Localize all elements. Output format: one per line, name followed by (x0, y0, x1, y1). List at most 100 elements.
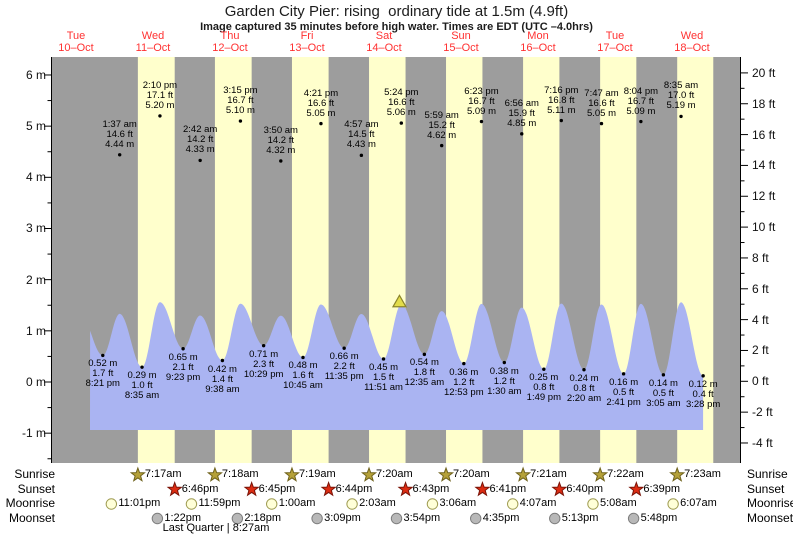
tide-point-dot (520, 132, 524, 136)
high-tide-annotation: 7:47 am 16.6 ft 5.05 m (569, 88, 633, 119)
high-tide-annotation: 4:21 pm 16.6 ft 5.05 m (289, 87, 353, 119)
day-date: 18–Oct (674, 41, 710, 54)
tide-value-line: 4:21 pm (303, 87, 339, 99)
day-name: Thu (220, 30, 240, 42)
tide-point-dot (399, 121, 404, 125)
day-name: Wed (141, 30, 165, 42)
tide-value-line: 4.62 m (427, 129, 457, 141)
sunrise-time: 7:22am (607, 468, 644, 480)
tide-value-line: 0.5 ft (613, 386, 635, 398)
tide-value-line: 1:37 am (102, 118, 137, 130)
tide-value-line: 16.7 ft (227, 95, 254, 107)
tide-value-line: 1.7 ft (92, 368, 114, 380)
moonrise-circle-icon (426, 498, 439, 510)
tide-value-line: 2:20 am (566, 392, 602, 404)
current-tide-marker (391, 294, 407, 308)
axis-label-ft: 20 ft (752, 65, 776, 80)
tide-point-dot (359, 153, 364, 158)
low-tide-annotation: 0.71 m 2.3 ft 10:29 pm (232, 349, 296, 380)
tide-value-line: 5:24 pm (384, 87, 419, 99)
tide-value-line: 0.36 m (449, 366, 479, 378)
moonrise-circle-icon (587, 498, 599, 510)
sunrise-time: 7:21am (530, 468, 567, 480)
tide-value-line: 1.4 ft (211, 373, 233, 385)
tide-value-line: 17.0 ft (667, 90, 695, 102)
sunrise-star-icon (360, 466, 378, 482)
tide-value-line: 9:38 am (205, 383, 240, 395)
tide-value-line: 0.5 ft (652, 387, 674, 399)
tide-value-line: 2:10 pm (142, 79, 178, 91)
axis-label-m: 1 m (25, 323, 46, 338)
tide-value-line: 3:50 am (263, 124, 298, 136)
tide-point-dot (198, 158, 202, 163)
day-header: Tue 17–Oct (577, 30, 653, 54)
moonrise-time: 11:01pm (118, 497, 161, 509)
tide-value-line: 7:16 pm (544, 84, 579, 96)
tide-value-line: 17.1 ft (146, 89, 174, 101)
tide-value-line: 16.6 ft (388, 97, 415, 109)
sunset-star-icon (397, 481, 414, 497)
day-name: Fri (300, 30, 314, 42)
tide-point-dot (639, 119, 643, 124)
axis-label-m: 2 m (25, 272, 46, 287)
tide-value-line: 0.45 m (368, 361, 399, 373)
tide-point-dot (342, 346, 346, 350)
day-header: Wed 11–Oct (115, 30, 191, 54)
high-tide-annotation: 8:04 pm 16.7 ft 5.09 m (609, 85, 673, 117)
tide-value-line: 1.0 ft (131, 380, 153, 392)
moonrise-time: 5:08am (599, 497, 637, 509)
sunrise-star-icon (669, 466, 686, 482)
moonset-time: 4:35pm (482, 511, 520, 524)
tide-value-line: 12:35 am (404, 377, 445, 389)
high-tide-annotation: 2:42 am 14.2 ft 4.33 m (168, 125, 232, 155)
day-date: 15–Oct (443, 41, 479, 54)
tide-value-line: 6:56 am (504, 97, 539, 109)
day-name: Sun (451, 30, 471, 42)
tide-point-dot (261, 343, 266, 348)
sunset-star-icon (320, 481, 337, 497)
day-date: 17–Oct (597, 41, 633, 54)
sunset-row-label-right: Sunset (747, 481, 785, 496)
moonrise-time: 2:03am (359, 497, 396, 509)
day-name: Sat (375, 30, 393, 42)
moon-phase-text: Last Quarter | 8:27am (162, 522, 270, 534)
high-tide-annotation: 3:15 pm 16.7 ft 5.10 m (208, 86, 272, 116)
day-header: Fri 13–Oct (269, 30, 345, 54)
tide-value-line: 0.8 ft (533, 382, 555, 394)
moonset-circle-icon (311, 512, 323, 525)
tide-point-dot (301, 355, 305, 360)
tide-value-line: 0.12 m (688, 378, 718, 390)
tide-point-dot (559, 118, 564, 123)
low-tide-annotation: 0.14 m 0.5 ft 3:05 am (631, 378, 695, 409)
sunset-star-icon (474, 481, 491, 497)
tide-point-dot (621, 372, 626, 376)
high-tide-annotation: 7:16 pm 16.8 ft 5.11 m (529, 84, 593, 116)
low-tide-annotation: 0.38 m 1.2 ft 1:30 am (472, 365, 536, 397)
tide-value-line: 8:04 pm (623, 85, 659, 97)
tide-value-line: 1.8 ft (413, 367, 435, 379)
moonset-time: 2:18pm (244, 511, 282, 524)
tide-value-line: 5.05 m (306, 107, 336, 119)
tide-value-line: 0.65 m (168, 351, 198, 363)
tide-value-line: 1:30 am (487, 385, 522, 397)
tide-value-line: 4.43 m (346, 139, 376, 151)
axis-label-m: 0 m (25, 375, 46, 389)
tide-value-line: 0.38 m (489, 365, 519, 377)
tide-point-dot (140, 365, 144, 369)
tide-value-line: 3:05 am (646, 397, 681, 409)
tide-value-line: 3:28 pm (685, 398, 721, 410)
low-tide-annotation: 0.25 m 0.8 ft 1:49 pm (512, 373, 576, 403)
day-date: 11–Oct (135, 41, 171, 54)
high-tide-annotation: 8:35 am 17.0 ft 5.19 m (649, 81, 713, 111)
tide-value-line: 4.44 m (105, 138, 135, 150)
tide-value-line: 1.2 ft (453, 376, 475, 388)
axis-label-ft: 6 ft (752, 281, 769, 296)
moonrise-circle-icon (266, 498, 278, 510)
moonrise-time: 11:59pm (198, 497, 241, 509)
tide-value-line: 14.2 ft (186, 134, 214, 146)
axis-label-m: 3 m (25, 221, 46, 236)
moonset-time: 3:09pm (324, 511, 361, 524)
day-name: Wed (680, 30, 704, 42)
